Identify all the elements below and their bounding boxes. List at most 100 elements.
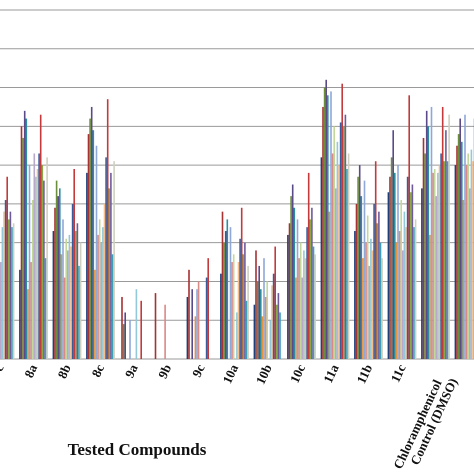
bar bbox=[105, 157, 107, 359]
bar bbox=[52, 231, 55, 359]
bar bbox=[27, 289, 29, 359]
bar bbox=[374, 161, 377, 359]
bar bbox=[31, 200, 34, 359]
bar bbox=[362, 258, 364, 359]
bar bbox=[22, 137, 24, 359]
bar bbox=[366, 215, 369, 359]
bar bbox=[102, 227, 104, 359]
bar-group bbox=[320, 79, 350, 360]
bar bbox=[33, 153, 36, 359]
bar bbox=[320, 157, 323, 359]
bar bbox=[55, 180, 58, 359]
bar bbox=[424, 153, 426, 359]
bar bbox=[98, 219, 101, 359]
bar bbox=[335, 188, 337, 359]
bar bbox=[28, 165, 31, 359]
bar bbox=[23, 110, 26, 359]
bar bbox=[111, 254, 114, 359]
bar bbox=[355, 203, 358, 359]
bar bbox=[414, 219, 417, 359]
bar bbox=[336, 141, 339, 359]
bar bbox=[381, 258, 383, 359]
bar bbox=[465, 165, 468, 359]
bar bbox=[287, 234, 289, 359]
bar bbox=[196, 289, 198, 359]
bar bbox=[41, 165, 44, 359]
bar bbox=[293, 207, 296, 359]
bar bbox=[103, 203, 106, 359]
bar bbox=[459, 118, 461, 359]
bar bbox=[124, 312, 126, 359]
bar bbox=[63, 277, 66, 359]
bar bbox=[30, 262, 32, 359]
bar bbox=[255, 250, 257, 359]
bar bbox=[368, 265, 371, 359]
bar bbox=[405, 227, 407, 359]
bar bbox=[194, 316, 197, 359]
bar bbox=[290, 196, 292, 359]
bar bbox=[191, 289, 193, 359]
bar-group bbox=[86, 99, 115, 359]
bar bbox=[253, 304, 256, 359]
bar bbox=[312, 246, 315, 359]
bar bbox=[376, 223, 379, 359]
bar bbox=[266, 281, 268, 359]
bar bbox=[263, 258, 265, 359]
bar bbox=[59, 188, 61, 359]
bar bbox=[247, 265, 249, 359]
bar bbox=[402, 250, 404, 359]
bar bbox=[197, 281, 200, 359]
bar bbox=[164, 304, 166, 359]
bar bbox=[421, 188, 423, 359]
bar bbox=[328, 211, 331, 359]
bar bbox=[322, 106, 324, 359]
bar bbox=[9, 211, 12, 359]
bar bbox=[303, 250, 305, 359]
bar bbox=[97, 234, 99, 359]
bar bbox=[79, 242, 82, 359]
bar bbox=[327, 95, 329, 360]
bar bbox=[129, 320, 131, 359]
bar bbox=[331, 153, 334, 359]
bar bbox=[341, 83, 343, 359]
bar bbox=[232, 254, 235, 359]
bar bbox=[288, 223, 291, 359]
bar bbox=[390, 157, 393, 359]
bar bbox=[346, 168, 348, 359]
x-tick-label: 11b bbox=[353, 362, 375, 386]
bar bbox=[239, 238, 241, 359]
bar bbox=[35, 176, 37, 359]
bar bbox=[413, 227, 415, 359]
bar bbox=[469, 188, 471, 359]
bar bbox=[44, 258, 47, 359]
bar bbox=[11, 227, 13, 359]
bar bbox=[314, 254, 316, 359]
bar bbox=[68, 234, 71, 359]
bar bbox=[462, 200, 465, 359]
bar bbox=[231, 262, 233, 359]
bar bbox=[6, 176, 8, 359]
bar bbox=[269, 320, 272, 359]
bar-group bbox=[253, 246, 281, 359]
bar bbox=[429, 234, 431, 359]
bar bbox=[67, 250, 69, 359]
bar bbox=[432, 172, 434, 359]
bar bbox=[296, 219, 299, 359]
bar bbox=[272, 273, 275, 359]
bar bbox=[279, 312, 281, 359]
bar bbox=[440, 153, 442, 359]
bar-group bbox=[0, 176, 15, 359]
bar-group bbox=[220, 207, 249, 359]
bar bbox=[430, 106, 433, 359]
bar-group bbox=[454, 114, 474, 359]
bar bbox=[236, 312, 238, 359]
bar bbox=[387, 192, 390, 359]
bar bbox=[54, 207, 56, 359]
bar bbox=[438, 165, 441, 359]
bar bbox=[354, 231, 356, 359]
bar bbox=[298, 258, 300, 359]
bar bbox=[89, 118, 91, 359]
bar bbox=[425, 110, 428, 359]
bar-group bbox=[121, 289, 142, 359]
bar bbox=[226, 219, 229, 359]
